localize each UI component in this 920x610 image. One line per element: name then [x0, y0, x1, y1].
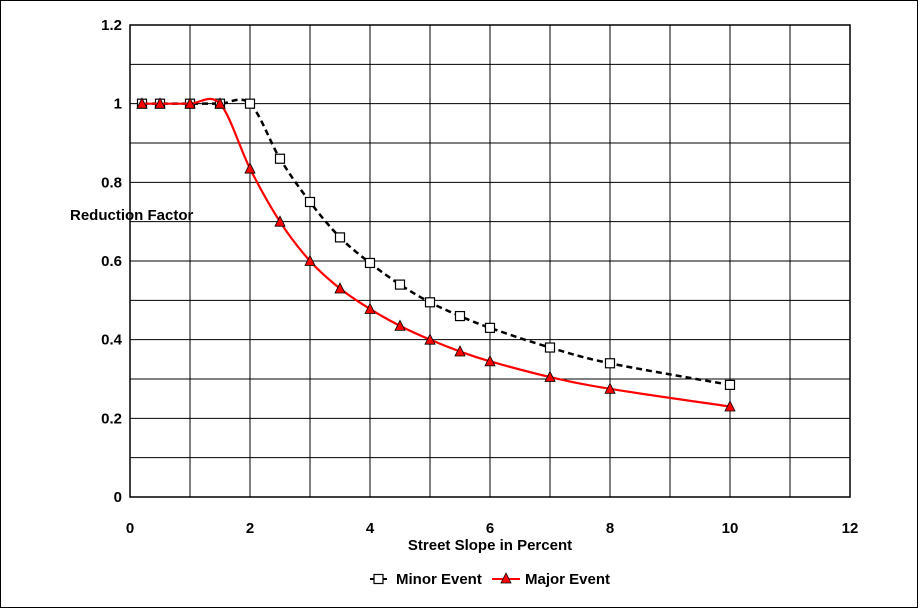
data-point-triangle [184, 97, 196, 109]
y-tick-label: 0.2 [101, 410, 122, 427]
tick-labels: 0 2 4 6 8 10 12 0 0.2 0.4 0.6 0.8 1 1.2 [101, 17, 858, 537]
data-point-triangle [304, 254, 316, 266]
data-point-square [394, 279, 406, 290]
data-point-triangle [484, 354, 496, 367]
data-point-triangle [394, 319, 406, 331]
data-point-triangle [274, 215, 286, 227]
legend-label-minor: Minor Event [396, 571, 482, 588]
data-point-square [334, 232, 346, 243]
data-point-square [724, 379, 736, 390]
data-point-triangle [334, 282, 346, 294]
legend-marker-major [500, 572, 512, 584]
data-point-triangle [604, 382, 616, 394]
legend-item-major-event: Major Event [492, 571, 610, 588]
y-tick-label: 0.6 [101, 253, 122, 270]
data-point-square [364, 257, 376, 269]
x-tick-label: 10 [722, 520, 739, 537]
series-line [142, 98, 731, 387]
data-point-triangle [424, 333, 436, 345]
series-0 [136, 98, 736, 390]
plot-area-border [129, 24, 851, 498]
series-line [142, 97, 731, 408]
data-point-square [244, 98, 256, 109]
series-layer [136, 97, 736, 412]
series-1 [136, 97, 736, 412]
data-point-triangle [154, 97, 166, 109]
y-tick-label: 0.8 [101, 174, 122, 191]
data-point-triangle [136, 97, 148, 109]
data-point-square [424, 297, 436, 308]
y-tick-label: 1.2 [101, 17, 122, 34]
y-axis-label: Reduction Factor [70, 207, 194, 224]
legend: Minor Event Major Event [370, 571, 610, 588]
legend-item-minor-event: Minor Event [370, 571, 482, 588]
grid [129, 24, 851, 498]
data-point-square [274, 153, 286, 164]
data-point-square [304, 196, 316, 208]
x-tick-label: 4 [366, 520, 375, 537]
legend-marker-minor [373, 573, 384, 585]
y-tick-label: 0.4 [101, 332, 123, 349]
data-point-square [544, 342, 556, 353]
y-tick-label: 0 [114, 489, 122, 506]
legend-label-major: Major Event [525, 571, 610, 588]
y-tick-label: 1 [114, 96, 122, 113]
x-tick-label: 2 [246, 520, 254, 537]
x-tick-label: 6 [486, 520, 494, 537]
x-tick-label: 0 [126, 520, 134, 537]
data-point-square [484, 322, 496, 333]
data-point-triangle [244, 162, 256, 174]
data-point-triangle [544, 370, 556, 382]
data-point-triangle [364, 302, 376, 314]
x-axis-label: Street Slope in Percent [408, 537, 572, 554]
x-tick-label: 12 [842, 520, 859, 537]
data-point-triangle [454, 345, 466, 357]
x-tick-label: 8 [606, 520, 614, 537]
data-point-triangle [214, 97, 226, 109]
data-point-square [454, 310, 466, 322]
data-point-square [604, 358, 616, 369]
data-point-triangle [724, 400, 736, 412]
